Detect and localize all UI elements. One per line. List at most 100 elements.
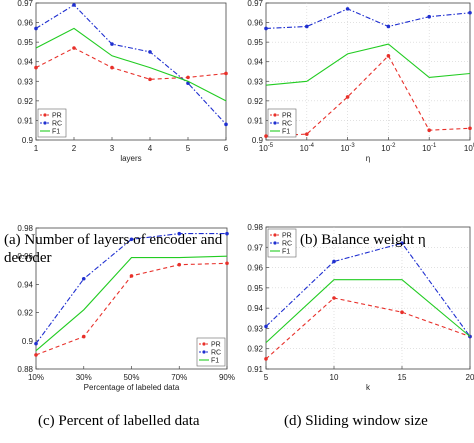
x-tick-label: 50%: [123, 373, 139, 382]
series-line-rc: [35, 233, 227, 344]
data-point-pr: [264, 357, 268, 361]
data-point-pr: [148, 77, 152, 82]
y-tick-label: 0.88: [17, 365, 33, 374]
x-tick-label: 6: [224, 144, 229, 153]
chart-d: 0.91 0.92 0.93 0.94 0.95 0.96 0.97 0.98 5 10 15 20 k…: [247, 223, 474, 392]
data-point-rc: [110, 42, 114, 46]
caption-d: (d) Sliding window size: [284, 413, 428, 429]
legend-label-rc: RC: [282, 121, 292, 128]
data-point-pr: [332, 296, 336, 300]
data-point-rc: [305, 24, 309, 29]
data-point-rc: [34, 341, 38, 346]
data-point-pr: [177, 262, 182, 267]
y-tick-label: 0.95: [247, 284, 263, 293]
data-point-pr: [225, 261, 229, 266]
series-line-pr: [265, 54, 471, 137]
data-point-rc: [34, 26, 38, 31]
data-point-pr: [34, 65, 38, 70]
legend-label-f1: F1: [211, 358, 219, 365]
y-tick-label: 0.93: [247, 324, 263, 333]
y-tick-label: 0.93: [17, 77, 33, 86]
data-point-pr: [264, 134, 268, 138]
data-point-pr: [305, 132, 309, 136]
series-line-f1: [265, 43, 471, 86]
x-tick-label: 70%: [171, 373, 187, 382]
legend-marker-pr: [202, 342, 206, 346]
legend-box: [196, 337, 226, 367]
data-point-pr: [34, 353, 38, 357]
data-point-rc: [81, 276, 86, 281]
legend-marker-pr: [273, 113, 277, 117]
y-tick-label: 0.97: [17, 0, 33, 8]
data-point-rc: [148, 50, 152, 54]
legend-label-rc: RC: [282, 241, 292, 248]
x-tick-label: 90%: [219, 373, 235, 382]
y-tick-label: 0.94: [17, 58, 33, 67]
x-tick-label: 1: [34, 144, 39, 153]
legend-label-f1: F1: [282, 249, 290, 256]
series-line-rc: [265, 8, 471, 29]
y-tick-label: 0.97: [247, 0, 263, 8]
legend-marker-rc: [273, 121, 277, 125]
series-line-pr: [265, 297, 471, 360]
x-tick-label: 10-1: [422, 143, 437, 153]
legend-marker-rc: [273, 241, 277, 245]
data-point-pr: [345, 95, 350, 99]
series-line-rc: [35, 4, 227, 125]
legend-label-rc: RC: [211, 350, 221, 357]
y-tick-label: 0.9: [252, 136, 264, 145]
data-point-rc: [72, 3, 76, 7]
x-tick-label: 10-5: [259, 143, 274, 153]
legend-marker-rc: [43, 121, 47, 125]
legend-box: [37, 108, 67, 138]
x-tick-label: 10-4: [300, 143, 315, 153]
legend-marker-rc: [202, 350, 206, 354]
data-point-pr: [468, 126, 472, 131]
x-tick-label: 10: [330, 373, 339, 382]
legend-label-pr: PR: [52, 113, 62, 120]
data-point-rc: [468, 10, 472, 15]
data-point-rc: [427, 14, 432, 19]
y-tick-label: 0.97: [247, 243, 263, 252]
data-point-rc: [386, 24, 391, 29]
x-axis-label: Percentage of labeled data: [84, 383, 180, 392]
series-line-f1: [35, 255, 228, 352]
x-tick-label: 5: [264, 373, 269, 382]
legend-label-pr: PR: [282, 233, 292, 240]
x-tick-label: 5: [186, 144, 191, 153]
caption-b: (b) Balance weight η: [300, 232, 426, 248]
data-point-rc: [345, 7, 350, 11]
data-point-rc: [400, 241, 404, 246]
chart-b: 0.9 0.91 0.92 0.93 0.94 0.95 0.96 0.97 10-5 10-4 1…: [247, 0, 474, 163]
x-tick-label: 10-2: [381, 143, 396, 153]
y-tick-label: 0.96: [247, 264, 263, 273]
x-axis-label: k: [366, 383, 371, 392]
x-tick-label: 10%: [28, 373, 44, 382]
data-point-pr: [129, 274, 134, 278]
y-tick-label: 0.96: [247, 19, 263, 28]
data-point-pr: [400, 310, 404, 315]
x-axis-label: η: [366, 154, 370, 163]
x-tick-label: 10-3: [340, 143, 355, 153]
data-point-pr: [110, 65, 114, 70]
y-tick-label: 0.96: [17, 19, 33, 28]
data-point-rc: [129, 237, 134, 242]
legend-box: [267, 228, 297, 258]
caption-c: (c) Percent of labelled data: [38, 413, 200, 429]
plot-frame: [265, 2, 471, 141]
legend-label-f1: F1: [282, 129, 290, 136]
y-tick-label: 0.92: [17, 309, 33, 318]
y-tick-label: 0.92: [247, 345, 263, 354]
x-tick-label: 30%: [76, 373, 92, 382]
y-tick-label: 0.91: [247, 116, 263, 125]
data-point-pr: [224, 71, 228, 76]
plot-frame: [35, 2, 227, 141]
data-point-rc: [264, 26, 268, 31]
data-point-rc: [177, 231, 182, 236]
y-tick-label: 0.98: [17, 224, 33, 233]
plot-frame: [265, 226, 471, 370]
